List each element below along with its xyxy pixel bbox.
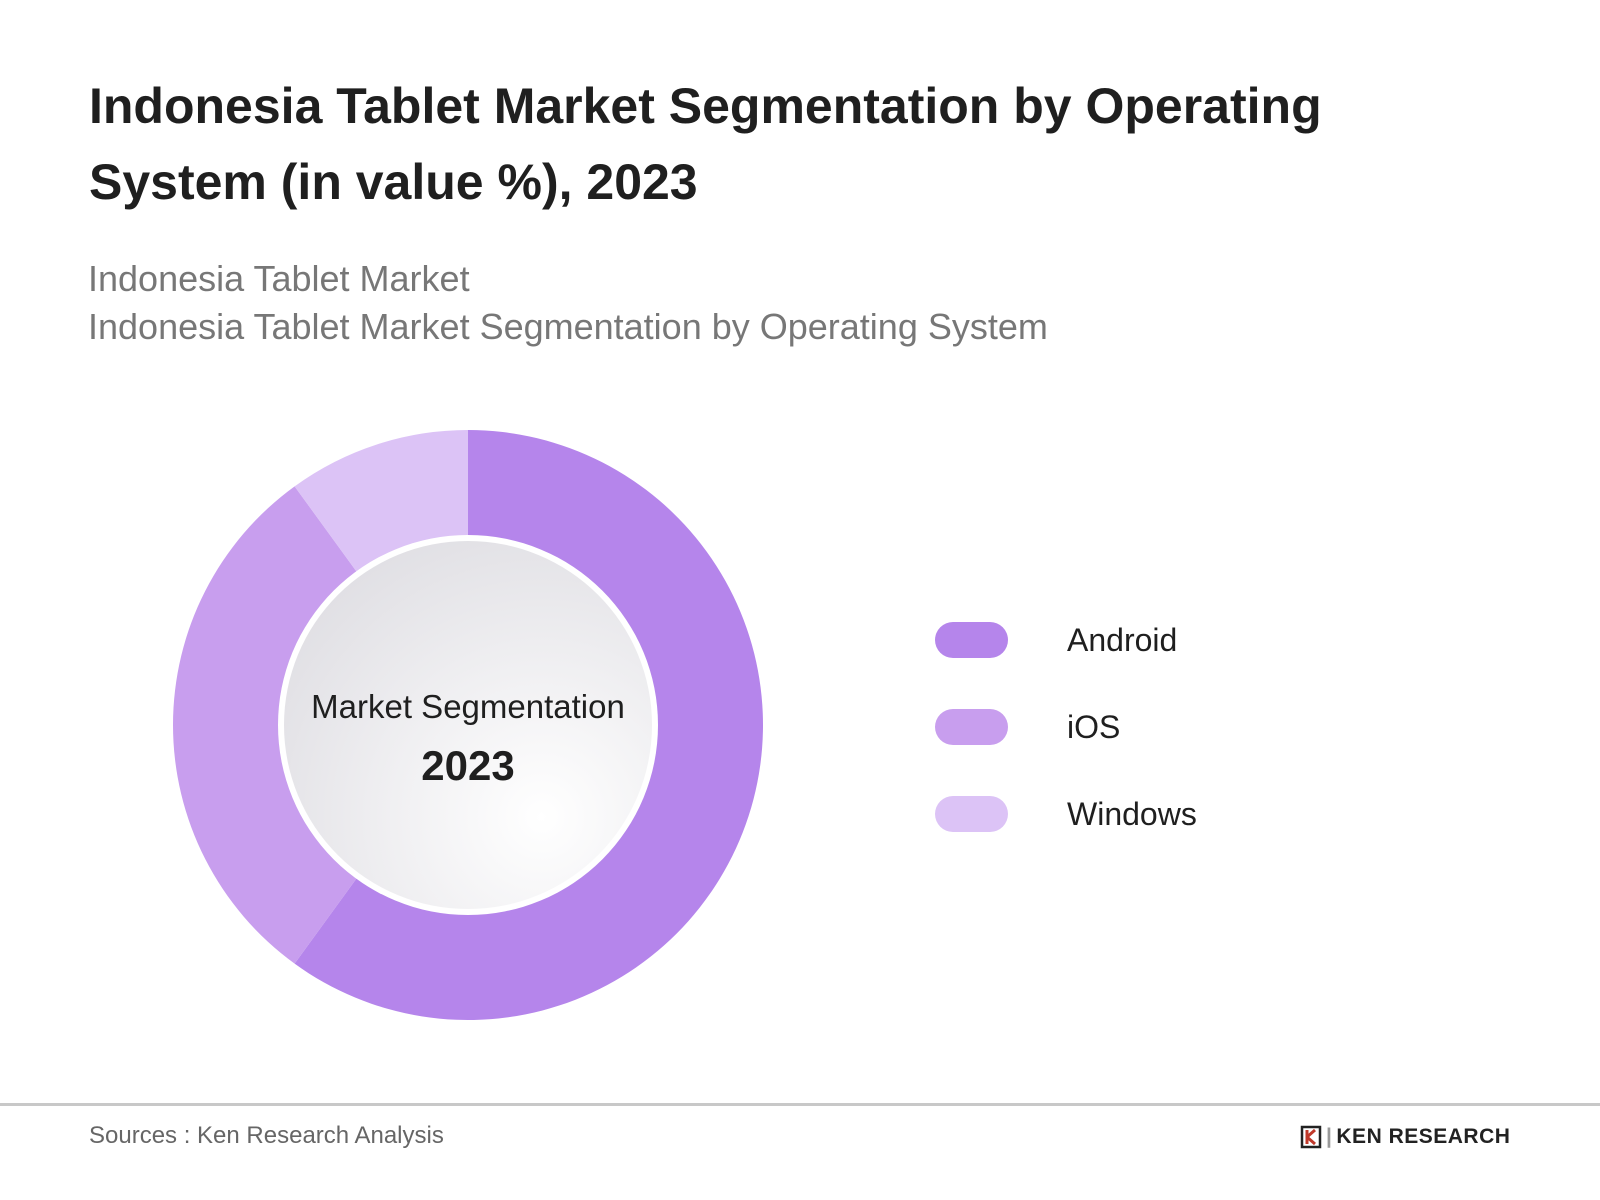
ken-research-logo: | KEN RESEARCH [1300, 1125, 1510, 1149]
legend-label: Android [1067, 621, 1178, 658]
legend-swatch [935, 709, 1008, 745]
legend-swatch [935, 622, 1008, 658]
ken-logo-icon [1300, 1125, 1322, 1149]
center-year: 2023 [421, 742, 514, 789]
footer-divider [0, 1103, 1600, 1106]
legend-item-windows: Windows [935, 794, 1197, 834]
logo-text: KEN RESEARCH [1336, 1125, 1511, 1148]
donut-center [284, 541, 652, 909]
center-label: Market Segmentation [311, 688, 625, 725]
chart-subtitle-2: Indonesia Tablet Market Segmentation by … [88, 306, 1048, 347]
chart-title: Indonesia Tablet Market Segmentation by … [89, 78, 1322, 210]
legend-item-ios: iOS [935, 707, 1120, 747]
chart-subtitle: Indonesia Tablet Market [88, 258, 470, 299]
legend-label: Windows [1067, 795, 1197, 832]
legend-swatch [935, 796, 1008, 832]
legend-label: iOS [1067, 708, 1121, 745]
legend-item-android: Android [935, 620, 1177, 660]
donut-chart: Market Segmentation 2023 [172, 430, 763, 1020]
source-note: Sources : Ken Research Analysis [89, 1122, 444, 1149]
